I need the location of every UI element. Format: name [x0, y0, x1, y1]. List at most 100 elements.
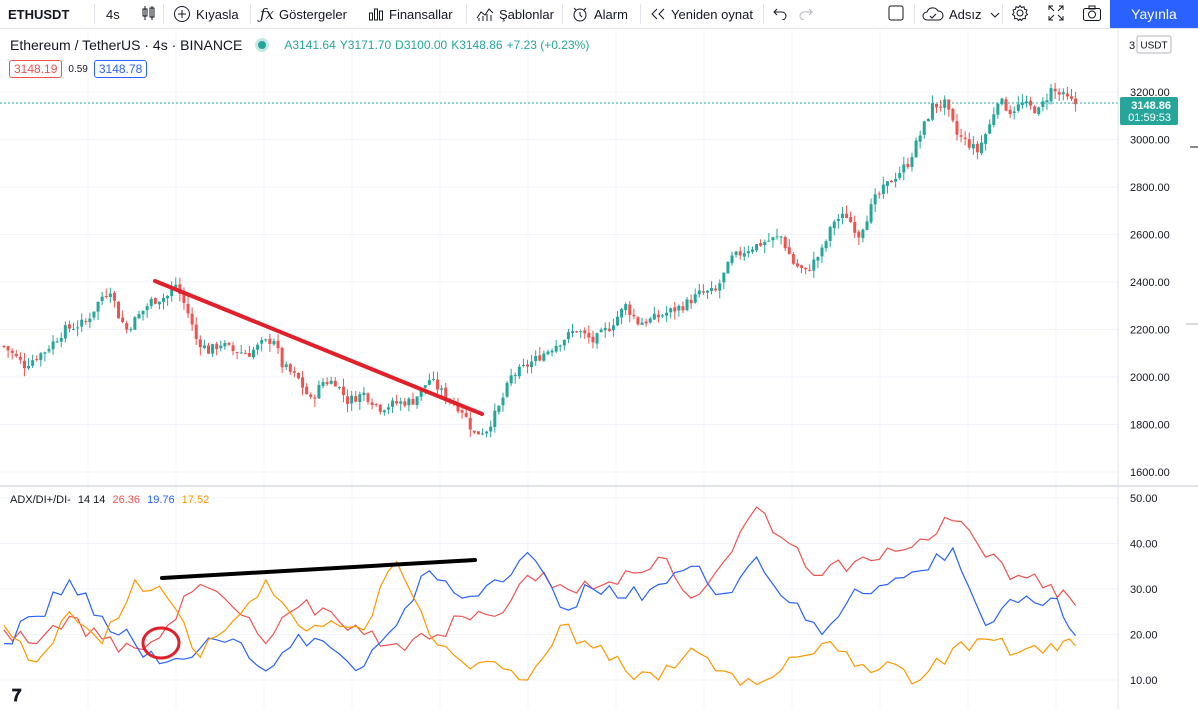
candle-body [755, 244, 759, 251]
candle-body [386, 407, 390, 410]
chart-type-button[interactable] [140, 0, 158, 28]
candle-body [18, 356, 22, 360]
candle-body [959, 135, 963, 137]
chart-area[interactable]: 3200.00 3000.00 2800.00 2600.00 2400.00 2200.… [0, 28, 1198, 709]
candle-body [55, 341, 59, 343]
candle-body [812, 259, 816, 271]
candle-body [39, 353, 43, 361]
layout-menu-button[interactable]: Adsız [922, 0, 1000, 28]
candle-body [468, 418, 472, 430]
gear-icon [1011, 4, 1029, 25]
candle-body [669, 308, 673, 313]
candle-body [117, 301, 121, 319]
undo-button[interactable] [772, 0, 788, 28]
candle-body [1053, 88, 1057, 92]
candle-body [341, 386, 345, 396]
candle-body [546, 351, 550, 355]
candle-body [816, 257, 820, 261]
candle-body [861, 229, 865, 239]
indicator-axis[interactable]: 50.00 40.00 30.00 20.00 10.00 [1130, 493, 1158, 687]
candle-body [170, 288, 174, 296]
price-axis-label: 1600.00 [1130, 467, 1170, 479]
sell-button[interactable]: 3148.19 [9, 60, 63, 78]
spread-value: 0.59 [68, 63, 88, 75]
candle-body [988, 124, 992, 134]
candle-body [935, 103, 939, 108]
financials-button[interactable]: Finansallar [368, 0, 453, 28]
candle-body [72, 328, 76, 330]
indicator-axis-label: 20.00 [1130, 630, 1158, 642]
candle-body [84, 320, 88, 322]
candle-body [951, 108, 955, 121]
candle-body [219, 345, 223, 349]
candle-body [280, 347, 284, 368]
templates-button[interactable]: Şablonlar [476, 0, 554, 28]
fullscreen-toggle-button[interactable] [887, 0, 905, 28]
candle-body [370, 402, 374, 405]
candle-body [808, 269, 812, 271]
symbol-label: ETHUSDT [8, 6, 70, 22]
candle-body [759, 242, 763, 246]
candle-body [734, 251, 738, 255]
candles-icon [140, 4, 158, 25]
replay-button[interactable]: Yeniden oynat [650, 0, 753, 28]
financials-label: Finansallar [389, 6, 453, 22]
candle-body [591, 336, 595, 343]
currency-badge[interactable] [1136, 35, 1172, 54]
candle-body [362, 392, 366, 396]
candle-body [554, 345, 558, 352]
candle-body [96, 301, 100, 312]
price-axis[interactable]: 3200.00 3000.00 2800.00 2600.00 2400.00 2200.… [1130, 87, 1170, 479]
buy-button[interactable]: 3148.78 [93, 60, 148, 78]
candle-body [685, 299, 689, 311]
candle-body [779, 236, 783, 238]
candle-body [689, 299, 693, 304]
publish-button[interactable]: Yayınla [1110, 0, 1198, 28]
snapshot-button[interactable] [1082, 0, 1102, 28]
redo-button[interactable] [798, 0, 814, 28]
candle-body [890, 180, 894, 183]
candle-body [836, 218, 840, 221]
indicators-button[interactable]: ƒx Göstergeler [260, 0, 347, 28]
adx-value: 26.36 [112, 494, 141, 506]
candle-body [391, 400, 395, 407]
candle-body [194, 324, 198, 339]
candle-body [1029, 100, 1033, 106]
candle-body [840, 213, 844, 218]
candle-body [436, 379, 440, 390]
candle-body [51, 341, 55, 350]
compare-label: Kıyasla [196, 6, 239, 22]
candle-body [350, 395, 354, 404]
compare-button[interactable]: Kıyasla [173, 0, 239, 28]
candle-body [922, 121, 926, 135]
symbol-title[interactable]: Ethereum / TetherUS · 4s · BINANCE [10, 37, 243, 53]
candle-body [137, 314, 141, 319]
indicator-legend[interactable]: ADX/DI+/DI- 14 14 26.36 19.76 17.52 [10, 494, 209, 506]
tradingview-logo-icon[interactable]: 𝟕 [12, 686, 22, 705]
interval-label: 4s [106, 6, 120, 22]
candle-body [272, 341, 276, 345]
interval-button[interactable]: 4s [106, 0, 120, 28]
candle-body [624, 304, 628, 311]
candle-body [227, 342, 231, 345]
candle-body [640, 322, 644, 325]
candle-body [1065, 93, 1069, 97]
candle-body [820, 247, 824, 257]
plus-circle-icon [173, 5, 191, 23]
candle-body [828, 226, 832, 241]
fullscreen-button[interactable] [1047, 0, 1065, 28]
candle-body [260, 340, 264, 344]
settings-button[interactable] [1011, 0, 1029, 28]
candle-body [202, 345, 206, 349]
series-diminus-line [3, 560, 1077, 687]
candle-body [63, 325, 67, 339]
alert-button[interactable]: Alarm [571, 0, 628, 28]
candle-body [231, 345, 235, 352]
symbol-search-button[interactable]: ETHUSDT [8, 0, 69, 28]
toolbar-divider [640, 4, 641, 24]
candle-body [505, 382, 509, 397]
candle-body [489, 426, 493, 432]
ohlc-high: Y3171.70 [339, 38, 392, 52]
candle-body [133, 317, 137, 330]
candle-body [268, 338, 272, 345]
